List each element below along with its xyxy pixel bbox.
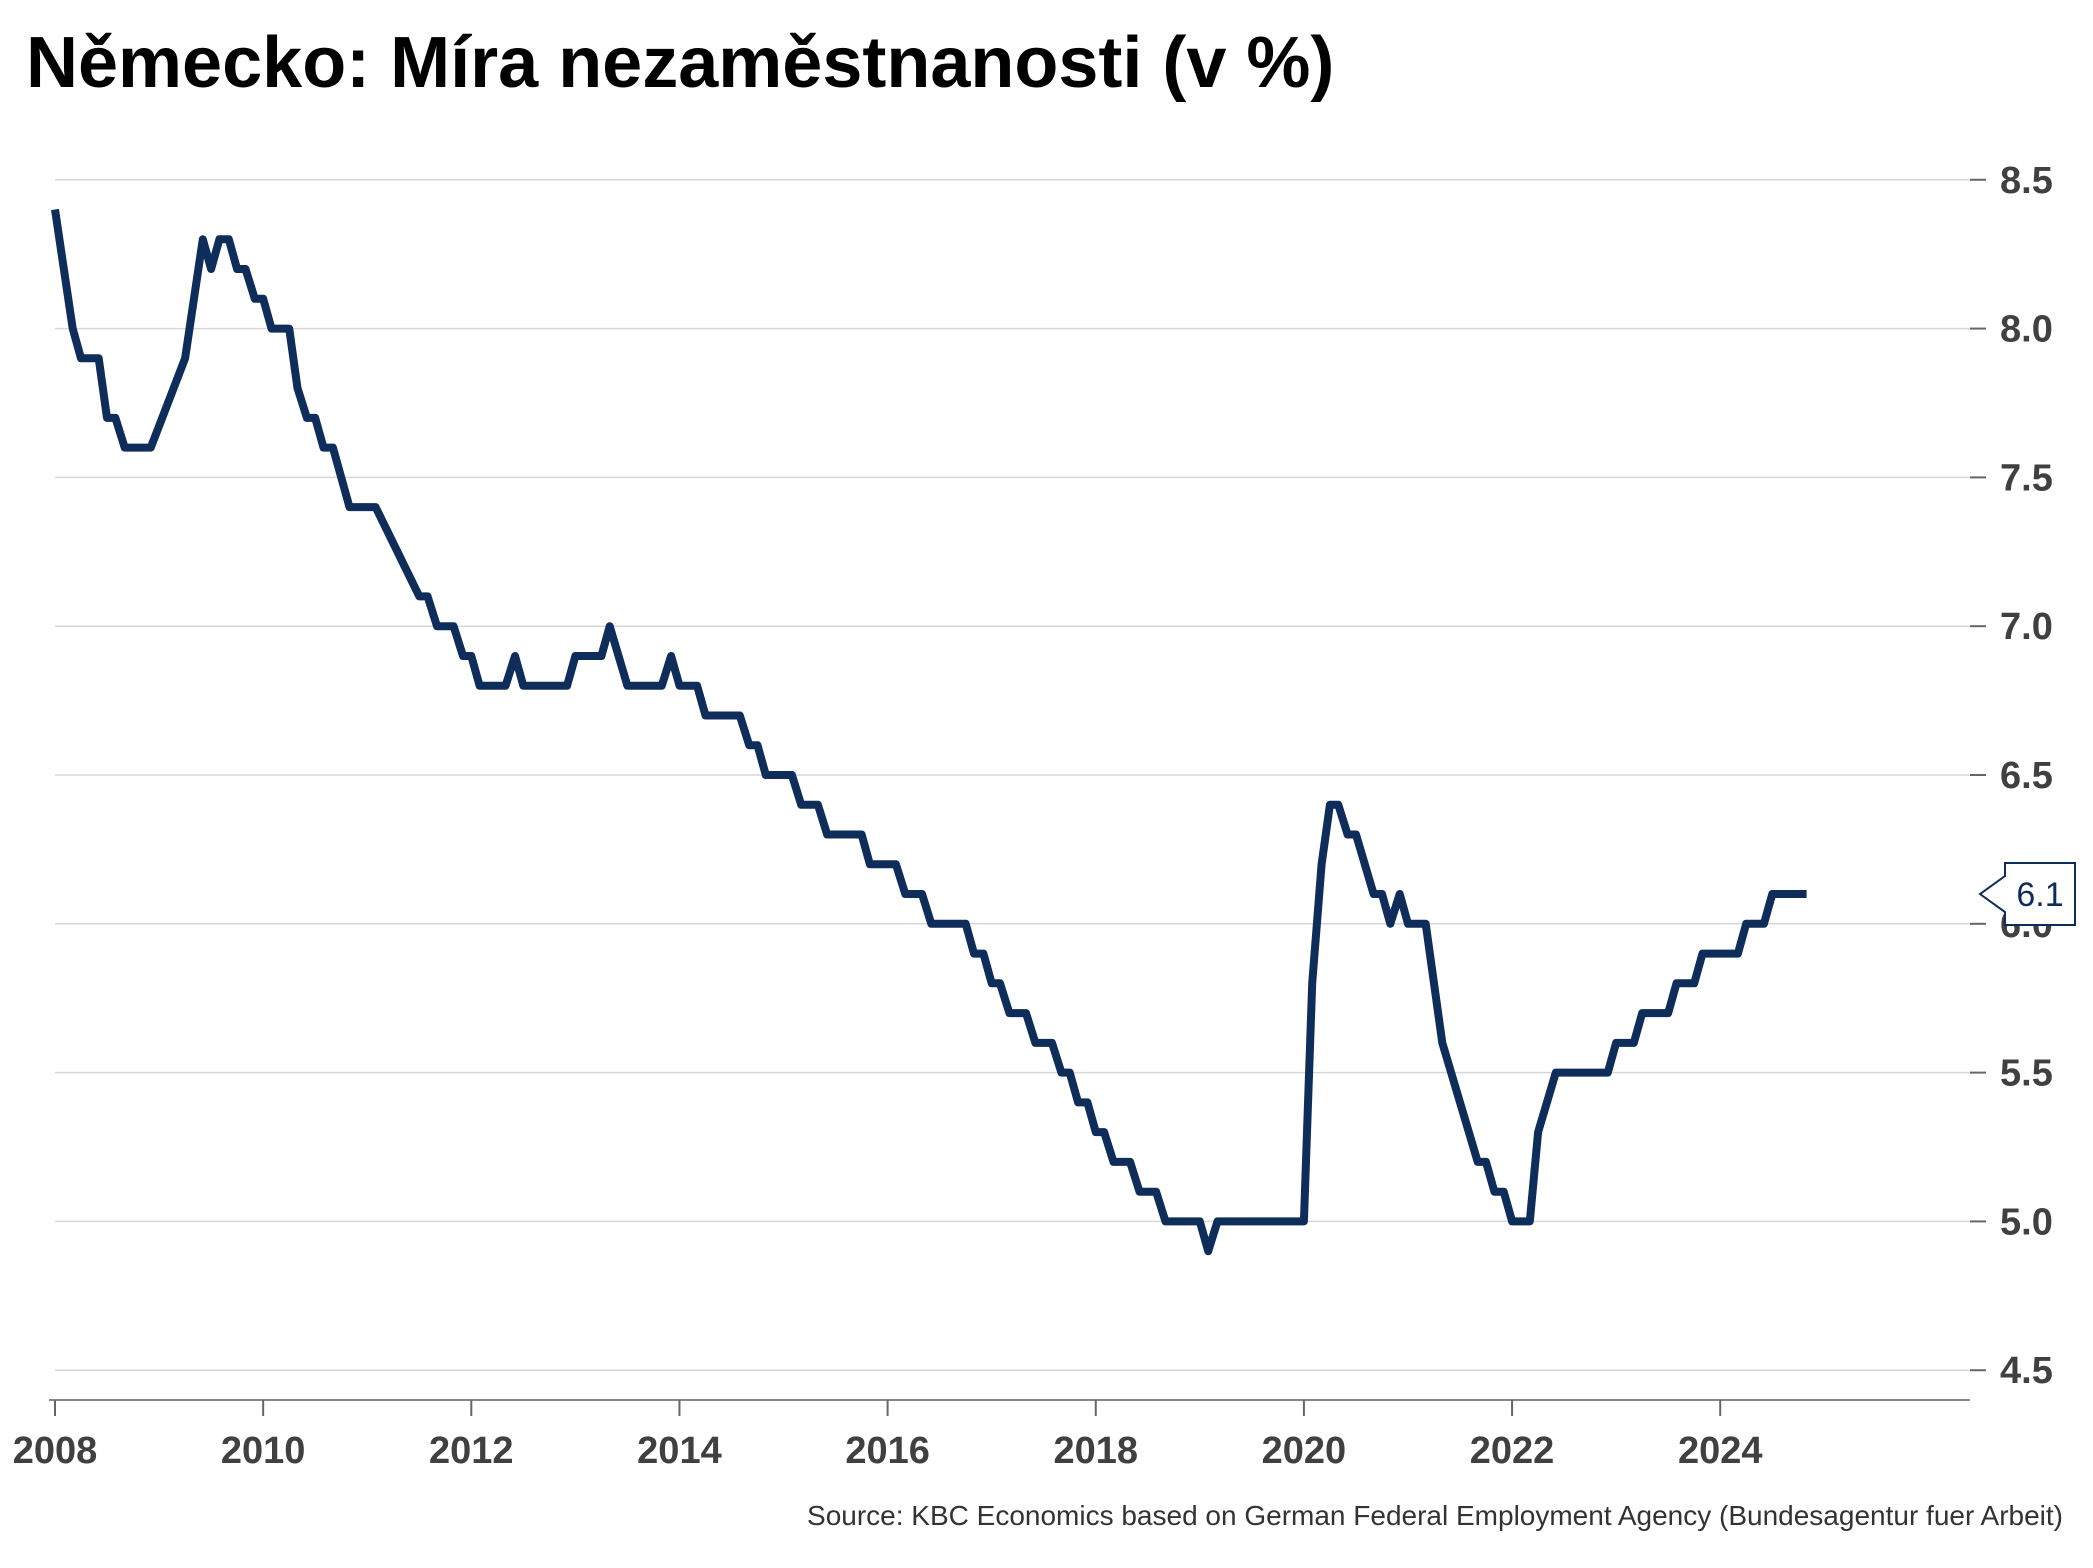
y-tick-label: 5.0 [2000, 1201, 2053, 1243]
last-value-label: 6.1 [2016, 876, 2063, 914]
grid-lines [55, 179, 1970, 1371]
x-tick-label: 2024 [1678, 1430, 1763, 1472]
x-tick-label: 2008 [13, 1430, 98, 1472]
series-line [51, 208, 1807, 1256]
y-tick-label: 8.5 [2000, 160, 2053, 202]
x-tick-label: 2022 [1470, 1430, 1555, 1472]
y-tick-label: 4.5 [2000, 1350, 2053, 1392]
x-tick-label: 2018 [1053, 1430, 1138, 1472]
x-tick-label: 2012 [429, 1430, 514, 1472]
x-tick-label: 2020 [1262, 1430, 1347, 1472]
y-tick-label: 6.5 [2000, 755, 2053, 797]
source-note: Source: KBC Economics based on German Fe… [807, 1500, 2063, 1531]
chart-title: Německo: Míra nezaměstnanosti (v %) [26, 23, 1335, 103]
last-value-label-group: 6.1 [1978, 862, 2076, 927]
y-tick-label: 7.0 [2000, 606, 2053, 648]
x-tick-label: 2014 [637, 1430, 722, 1472]
y-tick-label: 7.5 [2000, 457, 2053, 499]
series-layer [51, 208, 1807, 1256]
x-tick-label: 2010 [221, 1430, 306, 1472]
y-tick-label: 8.0 [2000, 309, 2053, 351]
last-value-callout [1978, 862, 2076, 927]
axes: 4.55.05.56.06.57.07.58.08.52008201020122… [13, 160, 2053, 1472]
x-tick-label: 2016 [845, 1430, 930, 1472]
y-tick-label: 5.5 [2000, 1053, 2053, 1095]
